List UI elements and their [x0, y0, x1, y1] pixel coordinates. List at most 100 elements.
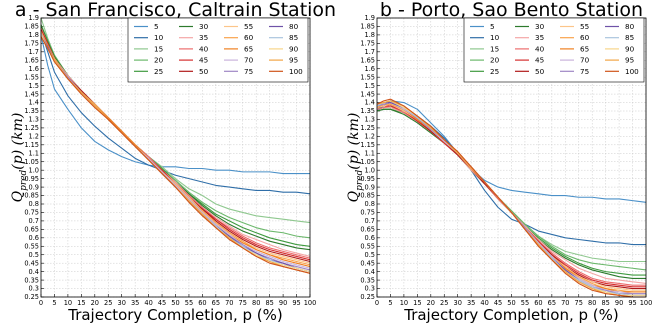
x-tick-label: 0 [39, 299, 43, 307]
legend-label-40: 40 [535, 44, 545, 53]
y-tick-label: 1.85 [360, 23, 375, 31]
x-tick-label: 100 [304, 299, 317, 307]
series-line-5 [40, 34, 310, 175]
y-tick-label: 0.8 [365, 200, 376, 208]
legend-label-90: 90 [625, 44, 635, 53]
y-tick-label: 0.4 [29, 268, 40, 276]
y-tick-label: 1.05 [360, 158, 375, 166]
y-axis-label: Qpred(p) (km) [10, 113, 29, 203]
legend-label-55: 55 [244, 22, 253, 31]
y-tick-label: 0.65 [360, 226, 375, 234]
y-tick-label: 0.85 [360, 192, 375, 200]
legend-label-75: 75 [244, 67, 253, 76]
y-tick-label: 1.6 [29, 65, 40, 73]
y-tick-label: 0.25 [360, 293, 375, 301]
y-tick-label: 1.6 [365, 65, 376, 73]
y-axis-label-tail: (p) (km) [10, 113, 26, 170]
x-axis-label: Trajectory Completion, p (%) [67, 306, 283, 324]
x-tick-label: 55 [521, 299, 529, 307]
y-tick-label: 1.65 [360, 56, 375, 64]
y-tick-label: 1.7 [29, 48, 40, 56]
x-tick-label: 100 [640, 299, 653, 307]
y-tick-label: 0.95 [360, 175, 375, 183]
y-tick-label: 1.1 [365, 149, 376, 157]
y-tick-label: 1.3 [365, 116, 376, 124]
y-axis-label-tail: (p) (km) [346, 113, 362, 170]
y-tick-label: 0.65 [24, 226, 39, 234]
x-tick-label: 10 [64, 299, 72, 307]
legend-label-40: 40 [199, 44, 209, 53]
x-tick-label: 90 [615, 299, 623, 307]
x-tick-label: 60 [534, 299, 542, 307]
x-tick-label: 85 [601, 299, 609, 307]
x-tick-label: 75 [239, 299, 247, 307]
y-tick-label: 0.9 [365, 183, 376, 191]
y-tick-label: 0.45 [360, 259, 375, 267]
y-tick-label: 0.85 [24, 192, 39, 200]
y-tick-label: 1.8 [365, 31, 376, 39]
x-tick-label: 5 [52, 299, 56, 307]
y-tick-label: 1.05 [24, 158, 39, 166]
x-tick-label: 40 [144, 299, 152, 307]
legend-label-65: 65 [580, 44, 589, 53]
x-tick-label: 65 [212, 299, 220, 307]
legend-label-5: 5 [490, 22, 495, 31]
series-line-35 [40, 27, 311, 257]
series-line-100 [376, 98, 646, 298]
legend-label-15: 15 [490, 44, 499, 53]
y-tick-label: 1.25 [360, 124, 375, 132]
y-tick-label: 0.75 [360, 209, 375, 217]
y-tick-label: 1.2 [29, 133, 40, 141]
x-tick-label: 20 [427, 299, 435, 307]
y-tick-label: 1.55 [360, 73, 375, 81]
y-tick-label: 0.35 [360, 276, 375, 284]
x-tick-label: 95 [628, 299, 636, 307]
y-tick-label: 1.7 [365, 48, 376, 56]
y-axis-label-subscript: pred [19, 169, 29, 190]
legend: 5 10 15 20 25 30 35 40 45 50 55 60 65 70 75 80 85 90 95 100 [463, 17, 645, 83]
legend-label-10: 10 [490, 33, 500, 42]
legend-label-100: 100 [625, 67, 639, 76]
x-tick-label: 50 [507, 299, 515, 307]
y-tick-label: 1.4 [365, 99, 376, 107]
y-tick-label: 1.75 [24, 40, 39, 48]
legend-label-80: 80 [625, 22, 635, 31]
legend-label-95: 95 [625, 56, 634, 65]
legend-label-90: 90 [289, 44, 299, 53]
x-tick-label: 55 [185, 299, 193, 307]
x-tick-label: 65 [548, 299, 556, 307]
x-tick-label: 30 [118, 299, 126, 307]
legend-label-45: 45 [535, 56, 544, 65]
legend-label-30: 30 [535, 22, 545, 31]
legend-label-65: 65 [244, 44, 253, 53]
y-tick-label: 0.55 [24, 242, 39, 250]
legend-label-20: 20 [490, 56, 500, 65]
y-tick-label: 1.25 [24, 124, 39, 132]
legend-label-10: 10 [154, 33, 164, 42]
legend-label-85: 85 [289, 33, 298, 42]
y-axis-label: Qpred(p) (km) [346, 113, 365, 203]
y-tick-label: 0.4 [365, 268, 376, 276]
x-tick-label: 90 [279, 299, 287, 307]
legend: 5 10 15 20 25 30 35 40 45 50 55 60 65 70 75 80 85 90 95 100 [127, 17, 309, 83]
legend-label-35: 35 [535, 33, 544, 42]
legend-label-95: 95 [289, 56, 298, 65]
y-tick-label: 1.1 [29, 149, 40, 157]
x-tick-label: 95 [292, 299, 300, 307]
y-tick-label: 0.8 [29, 200, 40, 208]
x-tick-label: 20 [91, 299, 99, 307]
legend-label-85: 85 [625, 33, 634, 42]
y-tick-label: 0.7 [29, 217, 40, 225]
y-tick-label: 1.75 [360, 40, 375, 48]
y-tick-label: 1.0 [29, 166, 40, 174]
legend-label-75: 75 [580, 67, 589, 76]
y-tick-label: 0.35 [24, 276, 39, 284]
y-tick-label: 1.45 [360, 90, 375, 98]
y-tick-label: 0.55 [360, 242, 375, 250]
y-tick-label: 1.35 [360, 107, 375, 115]
y-tick-label: 1.55 [24, 73, 39, 81]
y-tick-label: 0.3 [29, 285, 40, 293]
legend-label-20: 20 [154, 56, 164, 65]
series-line-100 [40, 36, 311, 274]
